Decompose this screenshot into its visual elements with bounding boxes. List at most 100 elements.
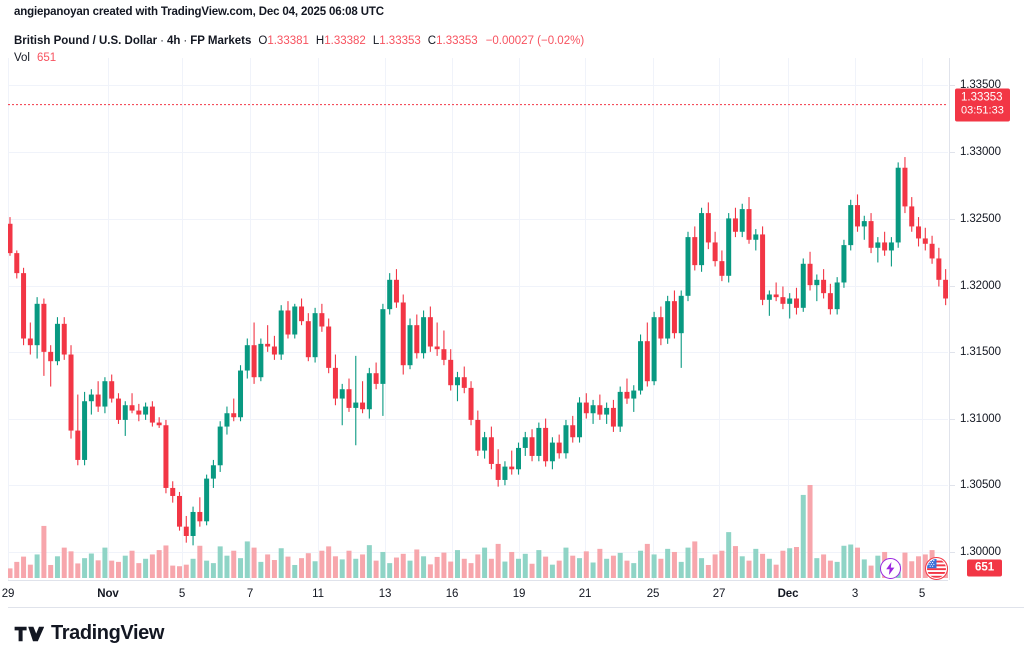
volume-bar xyxy=(427,564,433,578)
time-tick-label: Nov xyxy=(97,588,119,600)
candle-body xyxy=(780,297,786,304)
candle-body xyxy=(943,279,948,299)
price-tick-label: 1.33000 xyxy=(960,146,1001,158)
volume-bar xyxy=(631,563,637,578)
volume-bar xyxy=(265,554,271,578)
volume-bar xyxy=(177,566,182,578)
volume-bar xyxy=(102,547,108,578)
time-axis[interactable]: 29 Nov 5 7 11 13 16 19 21 25 27 Dec 3 5 xyxy=(0,580,1024,608)
candle-body xyxy=(848,205,854,246)
volume-bar xyxy=(299,558,305,578)
candle-body xyxy=(400,302,406,366)
candle-body xyxy=(712,242,718,262)
volume-bar xyxy=(312,561,318,578)
chart-plot-area[interactable] xyxy=(8,58,948,580)
volume-bar xyxy=(238,558,244,578)
volume-bar xyxy=(197,545,203,578)
candle-body xyxy=(793,298,799,308)
volume-bar xyxy=(482,547,488,578)
lightning-bolt-icon[interactable] xyxy=(880,558,901,579)
volume-bar xyxy=(27,564,33,578)
volume-bar xyxy=(278,548,284,578)
us-flag-icon[interactable] xyxy=(925,557,948,580)
volume-bar xyxy=(95,560,101,578)
candle-body xyxy=(726,218,732,276)
exchange-label[interactable]: FP Markets xyxy=(190,35,252,47)
volume-bar xyxy=(210,563,216,578)
volume-bar xyxy=(529,563,535,578)
candlestick-svg xyxy=(8,58,948,580)
candle-body xyxy=(671,301,677,334)
candle-body xyxy=(909,206,915,227)
candle-body xyxy=(502,466,508,480)
candle-body xyxy=(224,413,230,427)
volume-bar xyxy=(393,557,399,578)
volume-bar xyxy=(488,558,494,578)
volume-bar xyxy=(41,525,47,578)
time-tick-label: 19 xyxy=(512,588,526,600)
current-price-badge[interactable]: 1.33353 03:51:33 xyxy=(955,88,1010,122)
volume-bar xyxy=(122,555,128,578)
candle-body xyxy=(312,313,318,358)
volume-bar xyxy=(136,563,142,578)
high-value: 1.33382 xyxy=(324,35,366,47)
volume-bar xyxy=(407,560,413,578)
candle-body xyxy=(393,279,399,303)
volume-bar xyxy=(543,556,549,578)
candle-body xyxy=(380,309,386,384)
volume-bar xyxy=(604,558,610,578)
candle-body xyxy=(624,391,630,399)
candle-body xyxy=(482,437,488,451)
candle-body xyxy=(61,323,67,355)
candle-body xyxy=(238,370,244,418)
volume-badge[interactable]: 651 xyxy=(967,559,1003,577)
candle-body xyxy=(421,317,427,354)
candle-body xyxy=(258,343,264,378)
candle-body xyxy=(177,495,182,527)
candle-body xyxy=(129,405,135,411)
candle-body xyxy=(48,351,54,362)
volume-bar xyxy=(326,546,332,578)
interval-label[interactable]: 4h xyxy=(166,35,181,47)
candle-body xyxy=(929,243,935,259)
attribution-text: angiepanoyan created with TradingView.co… xyxy=(14,6,384,18)
volume-bar xyxy=(678,561,684,578)
low-label: L xyxy=(372,35,380,47)
candle-body xyxy=(441,349,447,360)
candle-body xyxy=(610,407,616,427)
candle-body xyxy=(319,313,325,327)
time-tick-label: Dec xyxy=(777,588,799,600)
candle-body xyxy=(427,317,433,347)
volume-label: Vol xyxy=(14,52,30,64)
candle-body xyxy=(570,425,576,438)
candle-body xyxy=(454,377,460,386)
symbol-name[interactable]: British Pound / U.S. Dollar xyxy=(14,35,158,47)
candle-body xyxy=(21,273,27,339)
volume-bar xyxy=(149,554,155,578)
candle-body xyxy=(841,245,847,283)
change-value: −0.00027 (−0.02%) xyxy=(485,35,585,47)
candle-body xyxy=(665,301,671,339)
volume-bar xyxy=(380,551,386,578)
candle-body xyxy=(577,402,583,438)
volume-bar xyxy=(400,553,406,578)
volume-bar xyxy=(373,560,379,578)
volume-bar xyxy=(516,558,521,578)
time-tick-label: 5 xyxy=(918,588,926,600)
close-value: 1.33353 xyxy=(436,35,478,47)
volume-bar xyxy=(916,556,922,578)
volume-bar xyxy=(502,561,508,578)
candle-body xyxy=(122,405,128,420)
volume-bar xyxy=(305,553,311,578)
price-tick-label: 1.33500 xyxy=(960,79,1001,91)
candle-body xyxy=(543,427,549,462)
price-tick-mark xyxy=(950,552,955,553)
candle-body xyxy=(210,465,216,479)
volume-bar xyxy=(115,561,121,578)
price-axis[interactable]: 1.33500 1.33000 1.32500 1.32000 1.31500 1.310… xyxy=(949,58,1024,580)
volume-bar xyxy=(156,550,162,578)
candle-body xyxy=(407,325,413,366)
volume-bar xyxy=(54,556,60,578)
candle-body xyxy=(156,422,162,426)
volume-bar xyxy=(692,541,698,578)
